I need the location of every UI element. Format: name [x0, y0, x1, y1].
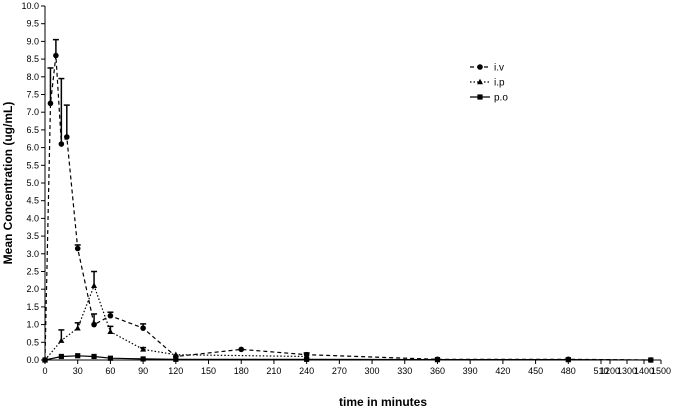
y-tick-label: 1.5	[26, 302, 39, 312]
y-tick-label: 5.0	[26, 178, 39, 188]
data-point	[74, 324, 81, 331]
x-tick-label: 90	[138, 366, 148, 376]
data-point	[238, 346, 245, 353]
x-tick-label: 60	[105, 366, 115, 376]
data-point	[172, 351, 179, 357]
data-point	[58, 141, 65, 147]
data-point	[42, 357, 48, 363]
y-tick-label: 8.0	[26, 72, 39, 82]
x-tick-label: 450	[528, 366, 543, 376]
x-tick-label: 30	[73, 366, 83, 376]
data-point	[173, 356, 179, 362]
x-tick-label: 1400	[634, 366, 654, 376]
y-tick-label: 4.5	[26, 196, 39, 206]
x-tick-label: 360	[430, 366, 445, 376]
y-tick-label: 7.0	[26, 107, 39, 117]
data-point	[64, 134, 70, 140]
x-tick-label: 120	[168, 366, 183, 376]
y-tick-label: 4.0	[26, 213, 39, 223]
x-tick-label: 1200	[600, 366, 620, 376]
data-point	[91, 321, 97, 328]
x-tick-label: 240	[299, 366, 314, 376]
x-tick-label: 270	[332, 366, 347, 376]
y-tick-label: 8.5	[26, 54, 39, 64]
y-tick-label: 9.0	[26, 36, 39, 46]
data-point	[565, 357, 571, 363]
x-tick-label: 0	[42, 366, 47, 376]
data-point	[53, 52, 59, 59]
data-point	[91, 353, 97, 360]
x-tick-label: 180	[234, 366, 249, 376]
x-tick-label: 1500	[651, 366, 671, 376]
y-tick-label: 3.0	[26, 249, 39, 259]
y-tick-label: 0.5	[26, 337, 39, 347]
y-tick-label: 3.5	[26, 231, 39, 241]
data-point	[434, 357, 441, 363]
series-layer	[42, 38, 654, 363]
y-tick-label: 2.5	[26, 267, 39, 277]
data-point	[58, 337, 65, 343]
y-axis-ticks: 0.0 0.5 1.0 1.5 2.0 2.5 3.0 3.5 4.0 4.5 5.0 5.5 6.0 6…	[21, 1, 45, 365]
legend-label: p.o	[494, 93, 508, 104]
x-axis-ticks: 0 30 60 90 120 150 180 210 240 270 300 330 360 390 420…	[42, 360, 671, 376]
data-point	[140, 325, 146, 331]
series-p.o	[42, 353, 654, 363]
x-tick-label: 330	[397, 366, 412, 376]
x-tick-label: 1300	[617, 366, 637, 376]
y-tick-label: 9.5	[26, 19, 39, 29]
y-tick-label: 1.0	[26, 320, 39, 330]
x-tick-label: 210	[266, 366, 281, 376]
y-tick-label: 7.5	[26, 90, 39, 100]
legend-marker	[477, 78, 483, 85]
data-point	[91, 282, 98, 288]
series-line	[44, 283, 307, 361]
data-point	[47, 100, 54, 107]
y-tick-label: 5.5	[26, 160, 39, 170]
x-tick-label: 300	[365, 366, 380, 376]
series-i.p	[42, 270, 310, 363]
data-point	[140, 346, 147, 352]
series-line	[44, 55, 651, 361]
series-i.v	[42, 38, 654, 363]
data-point	[75, 353, 81, 359]
data-point	[74, 245, 81, 252]
legend-marker	[477, 94, 483, 100]
data-point	[107, 328, 114, 334]
y-tick-label: 2.0	[26, 284, 39, 294]
data-point	[58, 353, 64, 360]
axes	[44, 6, 661, 361]
y-tick-label: 6.0	[26, 143, 39, 153]
y-tick-label: 0.0	[26, 355, 39, 365]
data-point	[107, 312, 114, 319]
data-point	[304, 356, 310, 362]
x-tick-label: 510	[593, 366, 608, 376]
x-tick-label: 480	[561, 366, 576, 376]
legend-label: i.v	[494, 63, 504, 74]
x-tick-label: 150	[201, 366, 216, 376]
legend: i.v i.p p.o	[470, 63, 508, 104]
x-tick-label: 420	[495, 366, 510, 376]
data-point	[648, 357, 654, 363]
data-point	[107, 355, 114, 361]
legend-marker	[477, 64, 483, 70]
y-tick-label: 10.0	[21, 1, 39, 11]
y-axis-title: Mean Concentration (ug/mL)	[1, 102, 15, 265]
x-tick-label: 390	[463, 366, 478, 376]
data-point	[140, 356, 146, 362]
legend-label: i.p	[494, 78, 505, 89]
x-axis-title: time in minutes	[339, 395, 427, 409]
y-tick-label: 6.5	[26, 125, 39, 135]
